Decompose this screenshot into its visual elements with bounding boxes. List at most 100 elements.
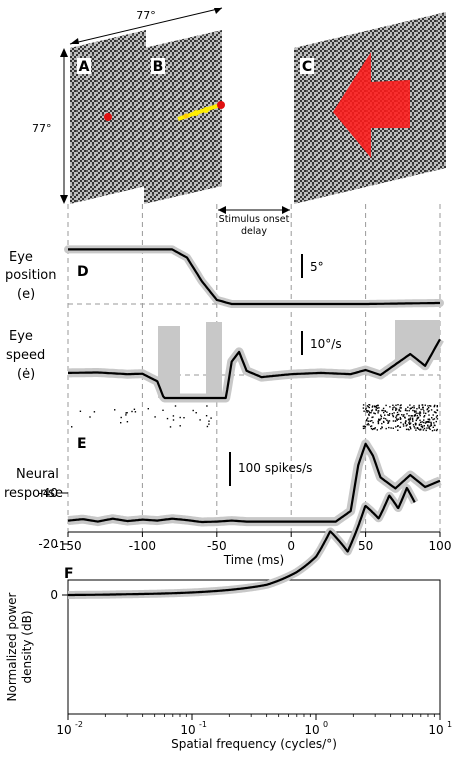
eye-position-trace-band — [64, 245, 444, 308]
spike-mark — [419, 411, 421, 413]
spike-mark — [411, 415, 414, 417]
spike-mark — [131, 410, 133, 413]
spike-mark — [388, 426, 390, 429]
spike-mark — [410, 415, 412, 417]
time-axis-label: Time (ms) — [223, 553, 285, 567]
spike-mark — [384, 410, 387, 412]
eye-position-label-2: position — [5, 268, 57, 283]
spike-mark — [378, 418, 380, 420]
spike-mark — [89, 416, 91, 418]
spike-mark — [409, 404, 411, 406]
spike-mark — [373, 412, 375, 414]
spike-mark — [415, 424, 417, 426]
spike-mark — [392, 427, 394, 429]
spike-mark — [397, 404, 399, 406]
spike-mark — [411, 418, 414, 421]
spike-mark — [430, 424, 432, 426]
spike-mark — [392, 407, 394, 409]
spike-mark — [370, 425, 372, 428]
spike-mark — [375, 408, 377, 411]
spike-mark — [409, 418, 411, 421]
spike-mark — [427, 418, 429, 420]
spike-mark — [396, 419, 398, 421]
speed-late-band — [395, 320, 440, 360]
time-tick-label: 0 — [287, 539, 295, 553]
psd-curve — [67, 486, 416, 597]
psd-x-ticks: 10 -2 10 -1 10 0 10 1 — [56, 714, 452, 737]
spike-mark — [415, 419, 417, 422]
width-label: 77° — [136, 9, 156, 22]
spike-mark — [383, 417, 385, 419]
spike-mark — [370, 427, 373, 430]
spike-mark — [399, 426, 401, 428]
spike-mark — [375, 406, 377, 408]
spike-mark — [388, 414, 390, 416]
spike-mark — [423, 412, 425, 414]
spike-mark — [411, 417, 414, 419]
spike-mark — [398, 409, 400, 412]
spike-mark — [382, 420, 385, 423]
spike-mark — [372, 421, 374, 424]
spike-mark — [428, 421, 431, 423]
spike-mark — [393, 412, 395, 414]
spike-mark — [172, 415, 175, 417]
spike-mark — [369, 412, 371, 414]
panel-d-speed: Eye speed (ė) 10°/s — [6, 320, 444, 403]
spike-mark — [399, 410, 402, 412]
spike-mark — [410, 428, 412, 430]
spike-mark — [162, 409, 164, 411]
neural-response-mean-trace — [67, 442, 441, 524]
spike-mark — [421, 425, 424, 427]
spike-mark — [406, 413, 408, 415]
spike-mark — [370, 410, 373, 412]
panel-letter-c: C — [302, 59, 312, 75]
spike-mark — [420, 425, 423, 428]
spike-mark — [427, 420, 430, 423]
spike-mark — [428, 419, 431, 421]
spike-mark — [428, 427, 430, 429]
spike-mark — [416, 415, 418, 417]
spike-mark — [433, 411, 436, 413]
spike-mark — [413, 425, 415, 428]
panel-letter-b: B — [153, 59, 164, 75]
spike-mark — [430, 422, 432, 425]
speed-saccade-band-2 — [206, 322, 222, 398]
spike-mark — [366, 419, 368, 422]
onset-delay-label-2: delay — [241, 226, 267, 237]
spike-mark — [399, 407, 401, 409]
spike-mark — [383, 411, 385, 414]
spike-mark — [430, 424, 433, 427]
spike-mark — [426, 421, 429, 423]
spike-mark — [429, 405, 431, 407]
speed-scale-label: 10°/s — [310, 337, 342, 351]
spike-mark — [423, 419, 425, 421]
spike-mark — [395, 408, 398, 410]
spike-mark — [427, 425, 429, 427]
spike-mark — [426, 408, 429, 410]
spike-mark — [377, 404, 379, 406]
spike-mark — [397, 418, 399, 420]
spike-mark — [413, 407, 415, 409]
spike-mark — [366, 424, 368, 426]
spike-mark — [365, 407, 367, 409]
spike-mark — [416, 418, 418, 420]
spike-mark — [154, 416, 156, 418]
spike-mark — [405, 425, 407, 427]
spike-mark — [374, 412, 376, 415]
spike-mark — [363, 425, 366, 427]
spike-mark — [402, 415, 404, 417]
spike-mark — [371, 420, 373, 422]
spike-mark — [419, 412, 421, 414]
spike-mark — [208, 420, 210, 422]
spike-mark — [374, 427, 376, 429]
spike-mark — [427, 407, 430, 409]
spike-mark — [408, 410, 410, 412]
spike-mark — [387, 421, 390, 424]
spike-mark — [434, 404, 436, 407]
spike-mark — [430, 409, 433, 411]
spike-mark — [390, 427, 392, 429]
spike-mark — [381, 426, 383, 429]
spike-mark — [367, 410, 369, 412]
spike-mark — [377, 410, 379, 412]
spike-mark — [114, 409, 116, 411]
